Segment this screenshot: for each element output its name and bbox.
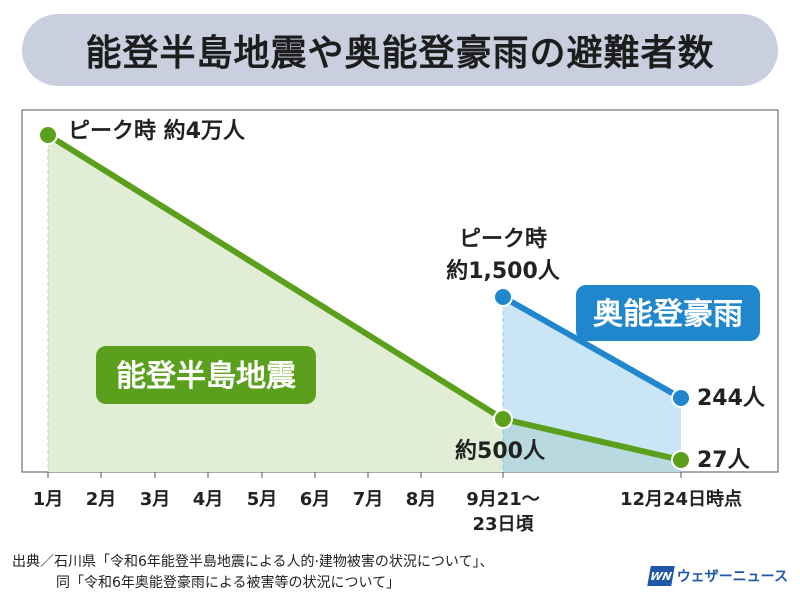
series-name-noto-earthquake-text: 能登半島地震: [116, 359, 297, 394]
series-name-okunoto-rain-box: [576, 285, 760, 341]
x-tick-label-0: 1月: [33, 489, 64, 510]
brand-logo: WN ウェザーニュース: [646, 566, 788, 586]
data-point-s0-p0: [38, 125, 58, 145]
x-tick-label-5: 6月: [300, 489, 331, 510]
x-tick-label-4: 5月: [247, 489, 278, 510]
data-label-s0-p1: 約500人: [455, 438, 545, 464]
data-label-s1-p0-line1: 約1,500人: [446, 258, 560, 284]
source-line-1: 出典／石川県「令和6年能登半島地震による人的·建物被害の状況について」、: [12, 554, 494, 570]
series-name-okunoto-rain-text: 奥能登豪雨: [593, 297, 743, 332]
series-line-okunoto-rain: [501, 294, 683, 401]
data-point-s1-p1: [671, 388, 691, 408]
x-tick-label-1: 2月: [86, 489, 117, 510]
x-tick-label-2: 3月: [140, 489, 171, 510]
data-point-s1-p0: [493, 287, 513, 307]
series-name-noto-earthquake-box: [96, 346, 316, 404]
x-tick-label-9: 12月24日時点: [620, 488, 742, 510]
data-point-s0-p2: [671, 450, 691, 470]
data-label-s1-p1: 244人: [697, 386, 765, 411]
data-label-s1-p0-line0: ピーク時: [459, 227, 547, 252]
title-banner: 能登半島地震や奥能登豪雨の避難者数: [22, 14, 778, 86]
data-label-s0-p2: 27人: [697, 448, 750, 473]
weathernews-logo-icon: WN: [646, 566, 675, 586]
x-tick-label-3: 4月: [193, 489, 224, 510]
x-tick-label-8-line1: 23日頃: [472, 514, 534, 535]
chart-title: 能登半島地震や奥能登豪雨の避難者数: [85, 33, 715, 74]
x-tick-label-6: 7月: [353, 489, 384, 510]
source-line-2: 同「令和6年奥能登豪雨による被害等の状況について」: [56, 575, 401, 591]
brand-name: ウェザーニュース: [676, 569, 788, 585]
x-tick-label-7: 8月: [406, 489, 437, 510]
data-label-s0-p0: ピーク時 約4万人: [68, 118, 245, 144]
data-point-s0-p1: [493, 409, 513, 429]
x-tick-label-8-line0: 9月21〜: [466, 489, 540, 510]
